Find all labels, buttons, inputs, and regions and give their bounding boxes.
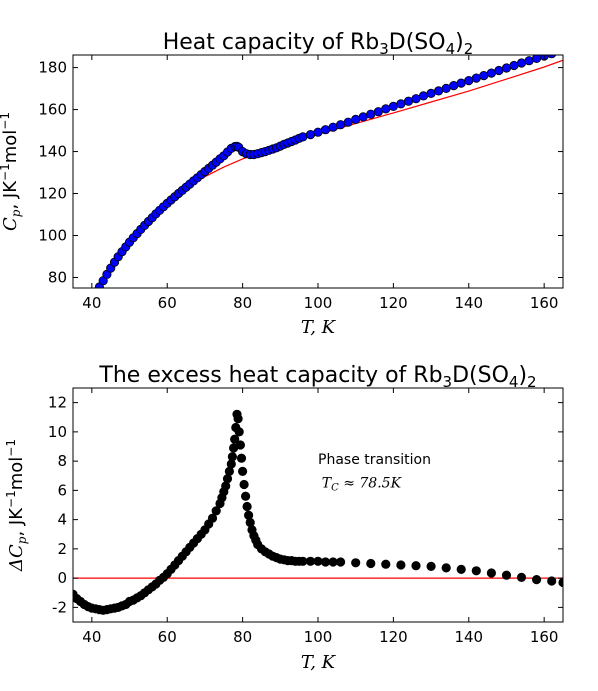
- data-point: [235, 440, 245, 450]
- data-point: [381, 104, 391, 114]
- x-tick-label: 140: [454, 294, 483, 312]
- data-point: [524, 56, 534, 66]
- data-point: [471, 566, 481, 576]
- data-point: [233, 414, 243, 424]
- fit-line: [95, 59, 563, 288]
- data-point: [494, 65, 504, 76]
- x-tick-label: 160: [530, 628, 559, 646]
- data-series-points: [94, 55, 557, 288]
- y-tick-label: 6: [57, 481, 67, 499]
- data-point: [381, 559, 391, 569]
- data-point: [547, 576, 557, 586]
- y-tick-label: -2: [52, 598, 67, 616]
- x-tick-label: 160: [530, 294, 559, 312]
- y-tick-label: 0: [57, 569, 67, 587]
- x-tick-label: 40: [82, 628, 101, 646]
- y-tick-label: 10: [48, 423, 67, 441]
- data-point: [456, 78, 466, 88]
- x-tick-label: 40: [82, 294, 101, 312]
- data-point: [411, 561, 421, 571]
- plot-area: [73, 409, 563, 615]
- y-tick-label: 80: [48, 269, 67, 287]
- x-tick-label: 140: [454, 628, 483, 646]
- data-point: [441, 563, 451, 573]
- x-tick-label: 60: [158, 294, 177, 312]
- data-point: [547, 55, 557, 59]
- y-axis-label: ΔCp, JK−1mol−1: [4, 439, 29, 572]
- y-tick-label: 120: [38, 185, 67, 203]
- y-tick-label: 140: [38, 143, 67, 161]
- plot-frame: [72, 54, 564, 289]
- data-point: [242, 501, 252, 512]
- data-point: [516, 58, 527, 68]
- data-point: [320, 557, 331, 567]
- x-tick-label: 60: [158, 628, 177, 646]
- x-axis-label: T, K: [301, 317, 337, 338]
- chart-title: The excess heat capacity of Rb3D(SO4)2: [98, 363, 536, 391]
- chart-panel-2: 40 60 80 100 120 140 160 -2 0 2 4 6 8 10 12 The excess …: [4, 363, 564, 673]
- y-tick-label: 8: [57, 452, 67, 470]
- data-point: [418, 91, 429, 101]
- data-point: [227, 452, 237, 462]
- data-point: [236, 453, 247, 463]
- x-tick-label: 100: [304, 294, 333, 312]
- data-point: [298, 132, 308, 142]
- x-tick-label: 120: [379, 294, 408, 312]
- data-point: [320, 125, 331, 135]
- x-tick-label: 120: [379, 628, 408, 646]
- data-point: [335, 120, 346, 130]
- y-tick-label: 2: [57, 540, 67, 558]
- data-point: [501, 570, 512, 580]
- data-point: [358, 112, 368, 122]
- data-point: [207, 513, 218, 523]
- data-point: [486, 568, 496, 578]
- x-tick-label: 80: [233, 294, 252, 312]
- data-point: [313, 556, 323, 566]
- chart-panel-1: 40 60 80 100 120 140 160 80 100 120 140 160 180 Heat …: [0, 30, 564, 338]
- data-point: [211, 506, 221, 516]
- y-axis-label: Cp, JK−1mol−1: [0, 112, 23, 231]
- data-point: [396, 560, 406, 570]
- x-tick-label: 100: [304, 628, 333, 646]
- x-tick-label: 80: [233, 628, 252, 646]
- data-point: [396, 99, 406, 109]
- data-point: [335, 557, 346, 567]
- data-point: [238, 466, 248, 476]
- data-point: [298, 556, 308, 566]
- x-axis-label: T, K: [301, 652, 337, 673]
- data-point: [245, 517, 255, 528]
- data-point: [234, 427, 244, 437]
- y-tick-label: 4: [57, 511, 67, 529]
- plot-area: [94, 55, 563, 288]
- chart-title: Heat capacity of Rb3D(SO4)2: [163, 30, 474, 58]
- annotation-tc: TC ≈ 78.5K: [322, 475, 403, 493]
- data-point: [351, 558, 361, 568]
- annotation-phase-transition: Phase transition: [318, 452, 431, 468]
- data-point: [241, 491, 251, 501]
- data-series-points: [73, 409, 563, 615]
- data-point: [426, 561, 436, 572]
- data-point: [531, 574, 542, 585]
- y-tick-label: 160: [38, 101, 67, 119]
- data-point: [433, 86, 444, 96]
- y-tick-label: 180: [38, 59, 67, 77]
- data-point: [516, 572, 527, 583]
- data-point: [456, 564, 466, 575]
- data-point: [479, 71, 489, 81]
- data-point: [230, 434, 240, 444]
- y-tick-label: 100: [38, 227, 67, 245]
- data-point: [366, 558, 376, 569]
- data-point: [239, 479, 249, 490]
- y-tick-label: 12: [48, 394, 67, 412]
